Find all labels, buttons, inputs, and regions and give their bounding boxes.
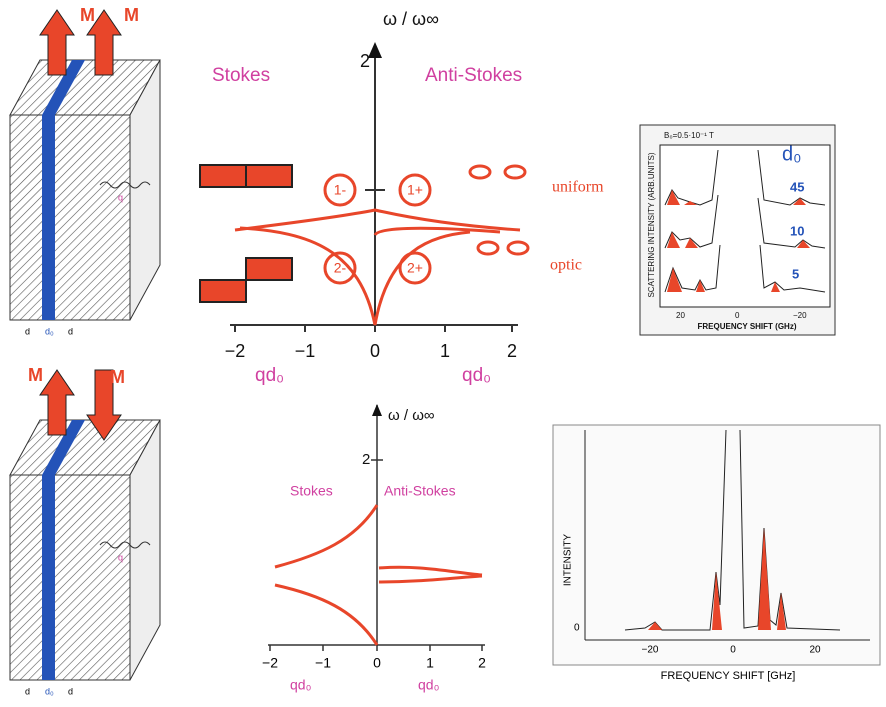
x-tick: 1	[426, 655, 434, 671]
y-tick: 2	[362, 451, 370, 468]
m-label: M	[110, 367, 125, 387]
x-tick: −1	[295, 341, 316, 361]
x-tick: −2	[262, 655, 278, 671]
dim: d	[25, 326, 30, 336]
q-label: q	[118, 552, 123, 562]
x-label: FREQUENCY SHIFT [GHz]	[661, 670, 796, 682]
x-tick: 0	[735, 311, 740, 320]
mode: 2+	[407, 260, 423, 276]
x-tick: 0	[730, 645, 736, 656]
x-label: qd₀	[462, 365, 491, 386]
x-label: qd₀	[290, 677, 312, 693]
top-spectrum: B₀=0.5·10⁻¹ T SCATTERING INTENSITY (ARB.…	[639, 124, 836, 336]
uniform: uniform	[552, 179, 604, 196]
optic: optic	[550, 257, 582, 274]
y-label: INTENSITY	[563, 534, 574, 587]
dim: d₀	[45, 686, 54, 696]
y-tick: 0	[574, 623, 580, 634]
x-tick: 20	[676, 311, 685, 320]
film-bottom: M M q d d₀ d	[9, 365, 161, 696]
y-label: ω / ω∞	[383, 9, 439, 29]
m-label: M	[124, 5, 139, 25]
q-label: q	[118, 192, 123, 202]
x-tick: 0	[373, 655, 381, 671]
m-label: M	[80, 5, 95, 25]
y-label: SCATTERING INTENSITY (ARB.UNITS)	[647, 152, 656, 297]
x-label: qd₀	[418, 677, 440, 693]
x-tick: −20	[793, 311, 807, 320]
y-label: ω / ω∞	[388, 407, 435, 424]
mode: 2-	[334, 260, 347, 276]
thickness: 10	[790, 223, 804, 238]
x-label: qd₀	[255, 365, 284, 386]
mode: 1+	[407, 182, 423, 198]
mode: 1-	[334, 182, 347, 198]
y-tick: 2	[360, 51, 370, 71]
anti-stokes: Anti-Stokes	[425, 65, 522, 86]
x-tick: 20	[809, 645, 821, 656]
thickness: 45	[790, 179, 804, 194]
d-label: d₀	[782, 143, 801, 165]
x-tick: 0	[370, 341, 380, 361]
stokes: Stokes	[212, 65, 270, 86]
x-tick: 2	[507, 341, 517, 361]
top-plot: ω / ω∞ 2 Stokes Anti-Stokes 1- 1+ 2- 2+ …	[199, 9, 604, 386]
x-tick: 2	[478, 655, 486, 671]
field: B₀=0.5·10⁻¹ T	[664, 131, 714, 140]
bottom-spectrum: INTENSITY 0 −20 0 20 FREQUENCY SHIFT [GH…	[552, 424, 881, 682]
x-tick: −2	[225, 341, 246, 361]
dim: d	[25, 686, 30, 696]
dim: d	[68, 326, 73, 336]
m-label: M	[28, 365, 43, 385]
x-label: FREQUENCY SHIFT (GHz)	[698, 322, 797, 331]
film-top: M M q d d₀ d	[9, 5, 161, 336]
dim: d	[68, 686, 73, 696]
dim: d₀	[45, 326, 54, 336]
bottom-plot: ω / ω∞ 2 Stokes Anti-Stokes −2 −1 0 1 2 …	[262, 404, 486, 693]
x-tick: 1	[440, 341, 450, 361]
x-tick: −20	[642, 645, 659, 656]
thickness: 5	[792, 266, 799, 281]
stokes: Stokes	[290, 483, 333, 499]
anti-stokes: Anti-Stokes	[384, 483, 456, 499]
x-tick: −1	[315, 655, 331, 671]
